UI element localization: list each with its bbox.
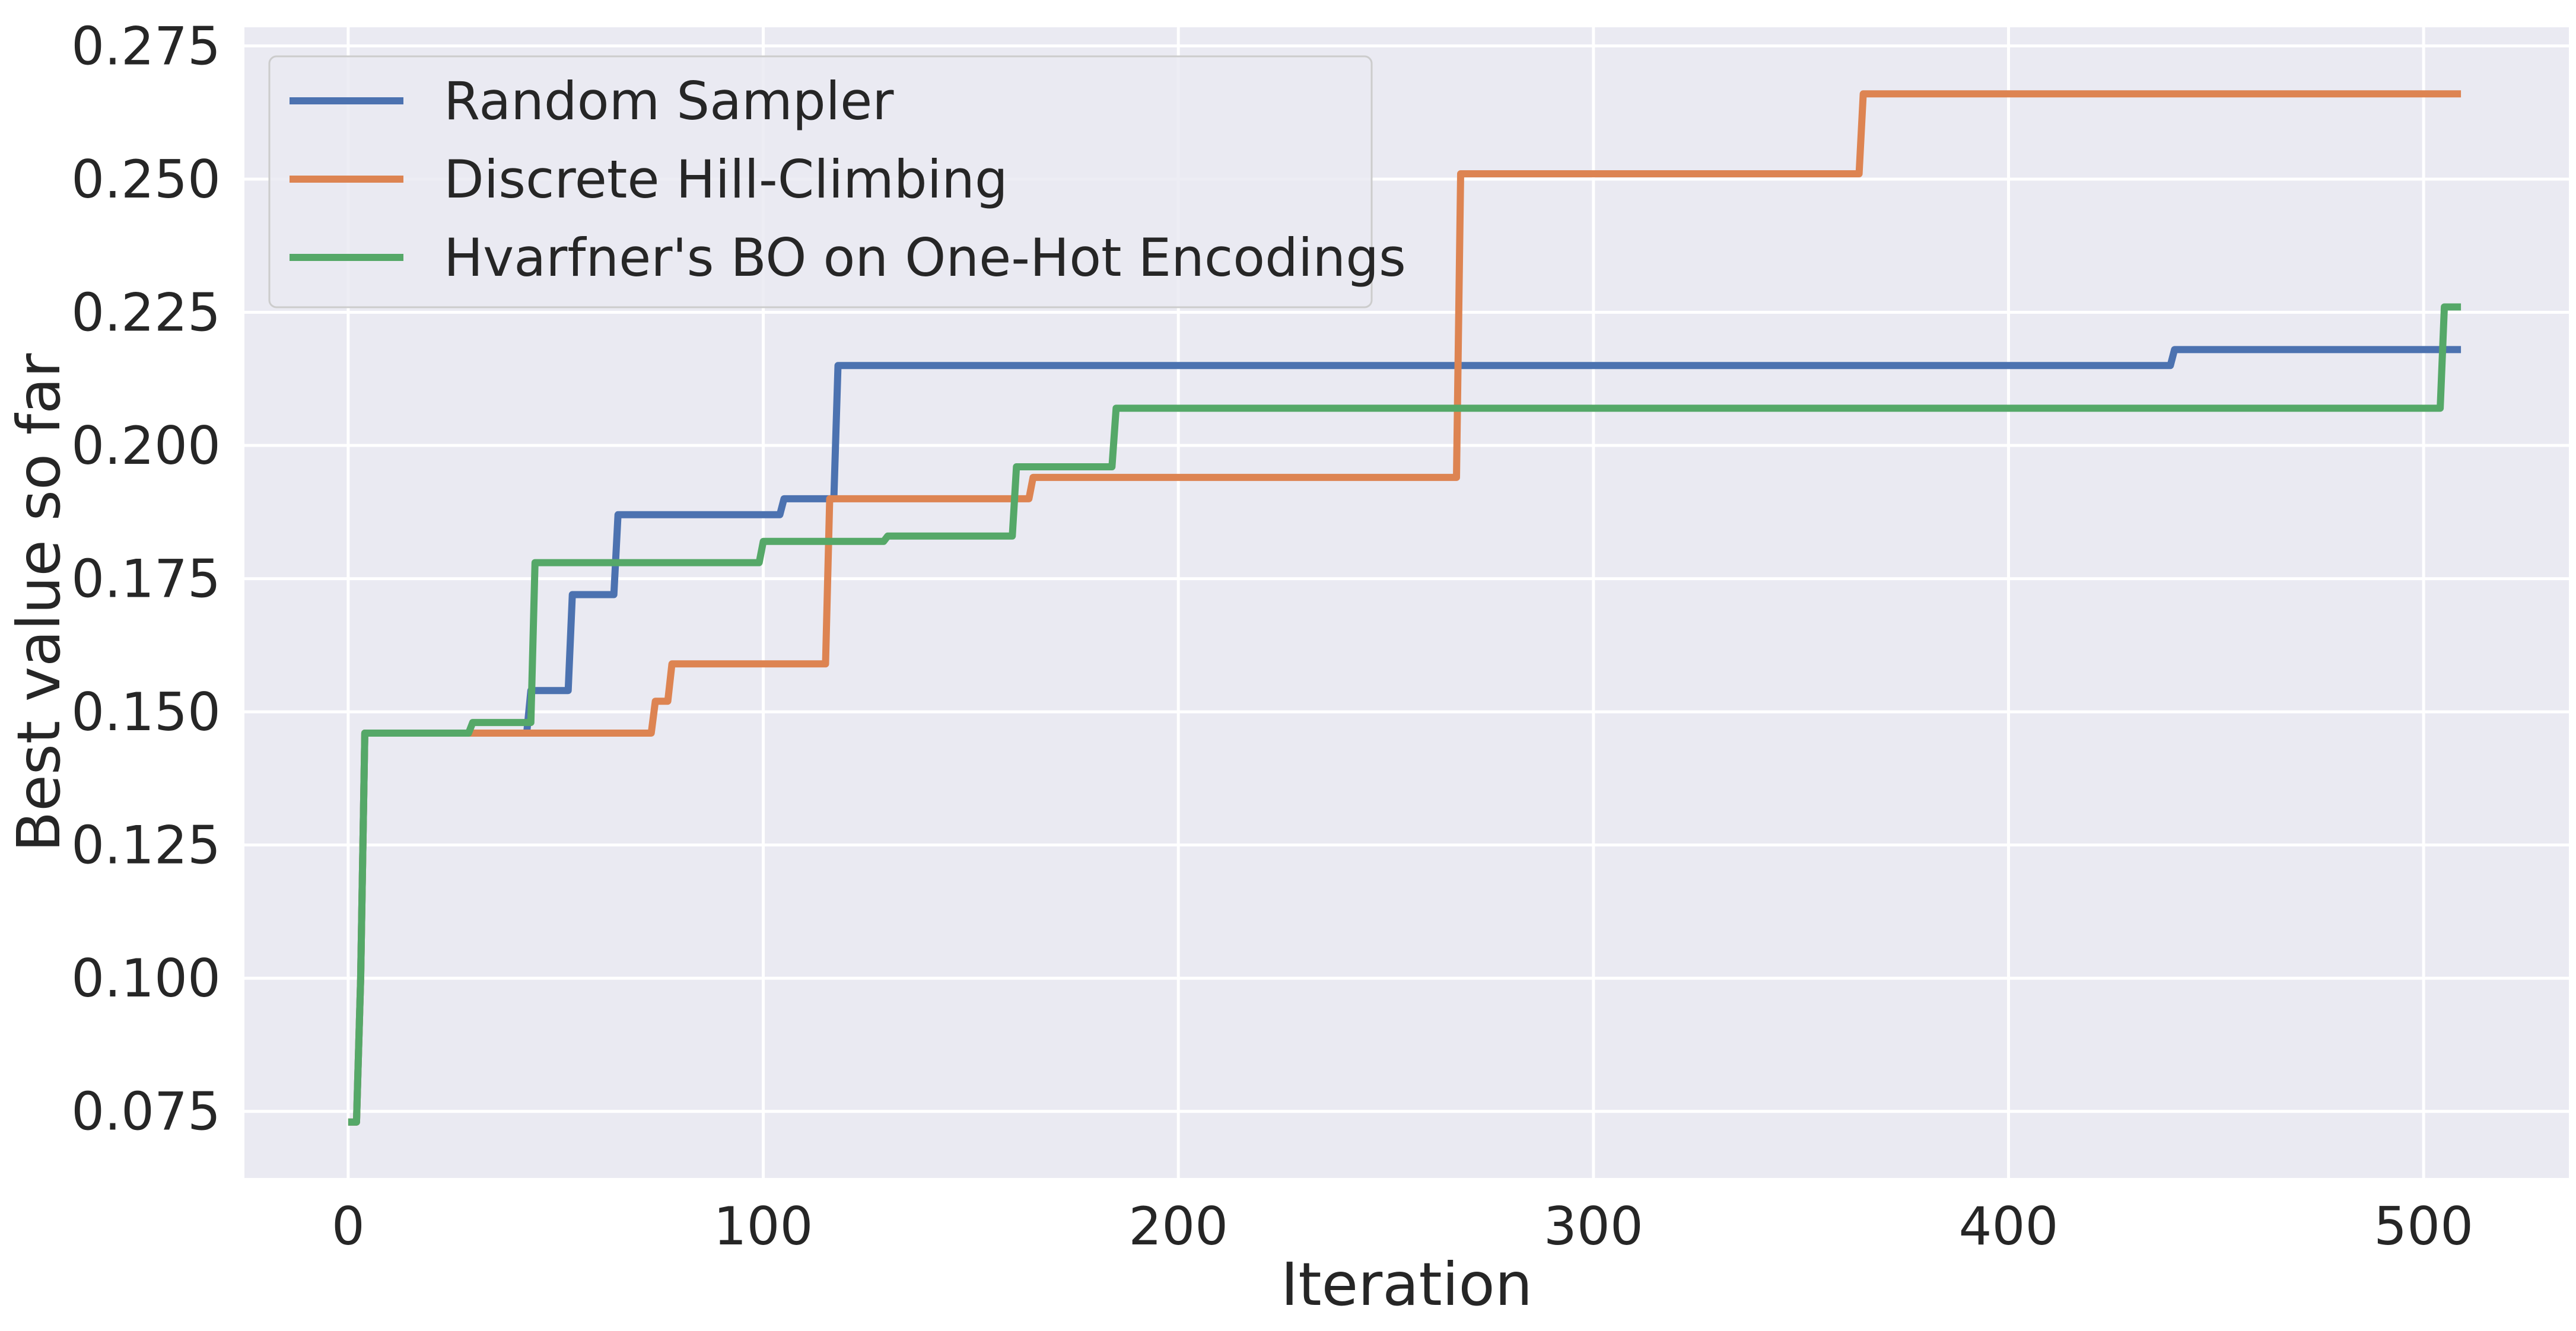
x-axis-title: Iteration bbox=[1281, 1250, 1532, 1319]
y-tick-label: 0.275 bbox=[71, 15, 221, 77]
y-tick-label: 0.175 bbox=[71, 549, 221, 610]
x-tick-label: 400 bbox=[1958, 1196, 2058, 1257]
y-tick-label: 0.150 bbox=[71, 682, 221, 743]
x-tick-label: 0 bbox=[332, 1196, 365, 1257]
y-tick-label: 0.075 bbox=[71, 1081, 221, 1142]
x-tick-label: 100 bbox=[714, 1196, 813, 1257]
legend-label: Hvarfner's BO on One-Hot Encodings bbox=[444, 227, 1406, 288]
x-tick-label: 200 bbox=[1128, 1196, 1228, 1257]
series-line-3 bbox=[348, 303, 2461, 1126]
y-tick-labels: 0.075 0.100 0.125 0.150 0.175 0.200 0.225 0.250… bbox=[71, 15, 221, 1142]
y-tick-label: 0.225 bbox=[71, 282, 221, 343]
legend-frame bbox=[268, 55, 1373, 308]
y-tick-label: 0.200 bbox=[71, 415, 221, 476]
legend-label: Random Sampler bbox=[444, 71, 894, 132]
x-tick-labels: 0 100 200 300 400 500 bbox=[332, 1196, 2473, 1257]
legend-label: Discrete Hill-Climbing bbox=[444, 149, 1008, 210]
y-axis-title: Best value so far bbox=[4, 353, 74, 852]
y-tick-label: 0.100 bbox=[71, 948, 221, 1009]
x-tick-label: 300 bbox=[1544, 1196, 1643, 1257]
y-tick-label: 0.125 bbox=[71, 815, 221, 876]
x-tick-label: 500 bbox=[2374, 1196, 2473, 1257]
legend: Random Sampler Discrete Hill-Climbing Hvar… bbox=[268, 55, 1406, 308]
series-layer bbox=[348, 90, 2461, 1126]
y-tick-label: 0.250 bbox=[71, 149, 221, 210]
